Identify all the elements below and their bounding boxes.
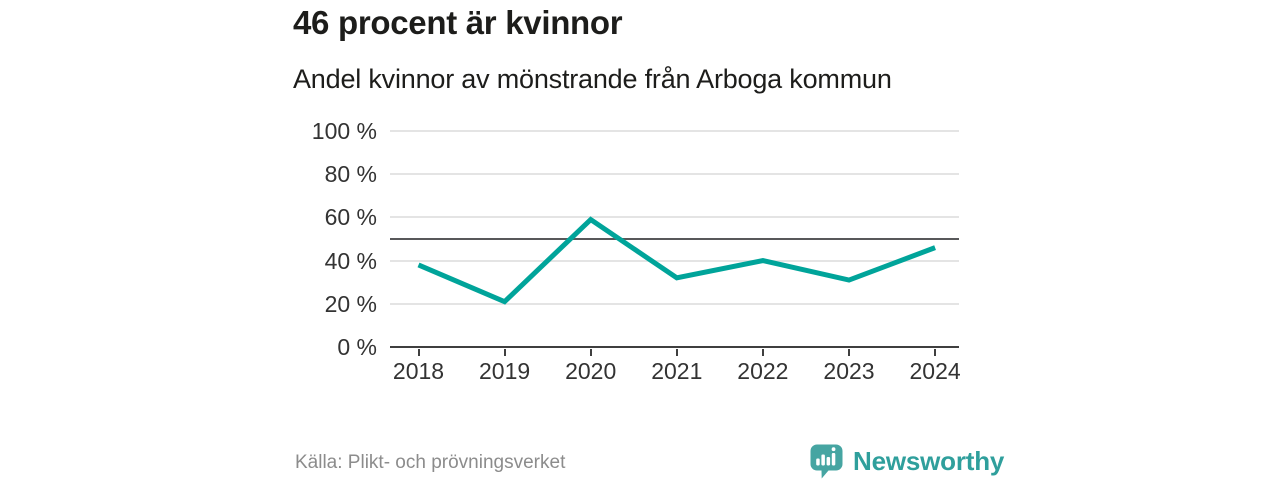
newsworthy-logo: Newsworthy xyxy=(810,444,1004,479)
gridline xyxy=(390,130,959,132)
gridline xyxy=(390,216,959,219)
y-axis-label: 40 % xyxy=(324,247,377,274)
x-axis-tick xyxy=(675,348,678,356)
y-axis-label: 0 % xyxy=(337,334,377,360)
gridline xyxy=(390,259,959,262)
x-axis-tick xyxy=(761,348,764,356)
x-axis-line xyxy=(390,345,959,349)
data-line-layer xyxy=(417,216,936,305)
x-axis-label: 2023 xyxy=(823,358,875,384)
gridline xyxy=(390,173,959,176)
chart-title: 46 procent är kvinnor xyxy=(293,4,623,41)
y-axis-label: 60 % xyxy=(324,204,377,231)
reference-line xyxy=(390,237,959,241)
x-axis-label: 2021 xyxy=(651,358,703,384)
data-line xyxy=(417,216,936,305)
gridline xyxy=(390,302,959,305)
x-axis-label: 2018 xyxy=(392,358,445,384)
x-axis-tick xyxy=(848,348,850,356)
chart-subtitle: Andel kvinnor av mönstrande från Arboga … xyxy=(293,64,892,94)
x-axis-tick xyxy=(503,348,506,356)
newsworthy-logo-icon xyxy=(810,444,843,479)
x-axis-tick xyxy=(417,348,420,356)
source-note: Källa: Plikt- och prövningsverket xyxy=(295,452,566,473)
x-axis-label: 2024 xyxy=(909,358,961,384)
x-axis-tick xyxy=(934,348,937,356)
x-axis-label: 2022 xyxy=(737,358,789,384)
y-axis-label: 20 % xyxy=(324,290,377,317)
x-axis-tick xyxy=(589,348,592,356)
x-axis-label: 2019 xyxy=(479,358,531,384)
x-axis-label: 2020 xyxy=(565,358,617,384)
y-axis-label: 100 % xyxy=(311,118,377,144)
newsworthy-wordmark: Newsworthy xyxy=(853,446,1005,476)
y-axis-label: 80 % xyxy=(324,161,377,188)
